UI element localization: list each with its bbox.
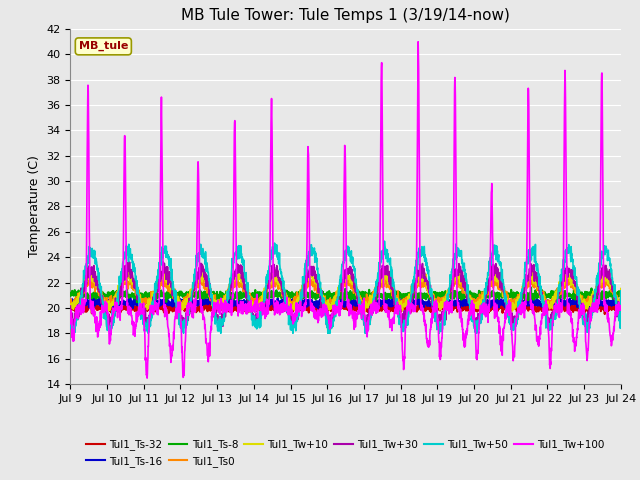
Title: MB Tule Tower: Tule Temps 1 (3/19/14-now): MB Tule Tower: Tule Temps 1 (3/19/14-now… <box>181 9 510 24</box>
Text: MB_tule: MB_tule <box>79 41 128 51</box>
Y-axis label: Temperature (C): Temperature (C) <box>28 156 41 257</box>
Legend: Tul1_Ts-32, Tul1_Ts-16, Tul1_Ts-8, Tul1_Ts0, Tul1_Tw+10, Tul1_Tw+30, Tul1_Tw+50,: Tul1_Ts-32, Tul1_Ts-16, Tul1_Ts-8, Tul1_… <box>83 435 609 471</box>
